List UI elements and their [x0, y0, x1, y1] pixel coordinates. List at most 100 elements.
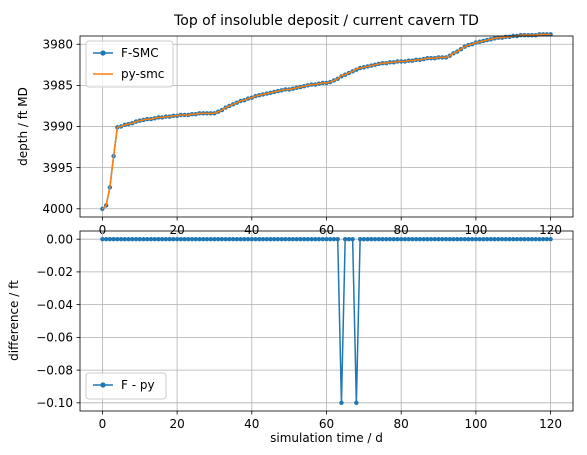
data-point-f-py — [533, 236, 538, 242]
top-xtick-label: 40 — [244, 223, 259, 237]
data-point-f-py — [387, 236, 393, 242]
data-point-f-py — [133, 236, 139, 242]
top-plot: Top of insoluble deposit / current caver… — [16, 13, 574, 237]
top-xtick-label: 0 — [99, 223, 107, 237]
legend-label-py-smc: py-smc — [121, 67, 164, 81]
data-point-f-py — [227, 236, 232, 242]
top-xtick-label: 60 — [319, 223, 334, 237]
top-ytick-label: 3990 — [42, 120, 73, 134]
data-point-f-py — [186, 236, 191, 242]
bottom-xtick-label: 120 — [539, 417, 562, 431]
legend-marker-f-py — [100, 382, 106, 388]
data-point-f-py — [492, 236, 497, 242]
data-point-f-py — [496, 236, 501, 242]
data-point-f-py — [354, 400, 359, 406]
data-point-f-py — [279, 236, 284, 242]
data-point-f-py — [122, 236, 128, 242]
data-point-f-py — [473, 236, 479, 242]
data-point-f-py — [201, 236, 206, 242]
data-point-f-py — [413, 236, 419, 242]
data-point-f-py — [189, 236, 195, 242]
data-point-f-py — [544, 236, 550, 242]
bottom-xtick-label: 100 — [464, 417, 487, 431]
top-xtick-label: 80 — [394, 223, 409, 237]
top-plot-title: Top of insoluble deposit / current caver… — [173, 13, 479, 29]
data-point-f-py — [264, 236, 269, 242]
top-ytick-label: 4000 — [42, 202, 73, 216]
data-point-f-py — [111, 236, 116, 242]
data-point-f-py — [126, 236, 131, 242]
top-plot-series — [100, 32, 553, 211]
data-point-f-py — [499, 236, 505, 242]
data-point-f-py — [286, 236, 292, 242]
top-ytick-label: 3995 — [42, 161, 73, 175]
data-point-f-py — [275, 236, 281, 242]
data-point-f-py — [238, 236, 243, 242]
data-point-f-py — [174, 236, 180, 242]
data-point-f-py — [440, 236, 445, 242]
data-point-f-py — [253, 236, 258, 242]
bottom-xtick-label: 60 — [319, 417, 334, 431]
data-point-f-py — [245, 236, 251, 242]
bottom-ytick-label: −0.06 — [36, 331, 73, 345]
data-point-f-py — [107, 236, 113, 242]
data-point-f-py — [242, 236, 247, 242]
bottom-plot-series — [100, 236, 553, 406]
data-point-f-py — [163, 236, 169, 242]
data-point-f-py — [462, 236, 467, 242]
top-ytick-label: 3980 — [42, 37, 73, 51]
legend-marker-f-smc — [100, 50, 106, 56]
data-point-f-py — [503, 236, 508, 242]
data-point-f-py — [522, 236, 527, 242]
data-point-f-py — [369, 236, 374, 242]
data-point-f-py — [268, 236, 273, 242]
data-point-f-py — [230, 236, 236, 242]
data-point-f-py — [283, 236, 288, 242]
bottom-ytick-label: −0.02 — [36, 265, 73, 279]
data-point-f-py — [391, 236, 396, 242]
data-point-f-py — [182, 236, 187, 242]
data-point-f-py — [514, 236, 520, 242]
data-point-f-py — [518, 236, 523, 242]
data-point-f-py — [313, 236, 318, 242]
data-point-f-py — [399, 236, 404, 242]
data-point-f-py — [455, 236, 460, 242]
bottom-ytick-label: −0.04 — [36, 298, 73, 312]
data-point-f-py — [272, 236, 277, 242]
data-point-f-py — [171, 236, 176, 242]
data-point-f-py — [100, 236, 105, 242]
bottom-xtick-label: 80 — [394, 417, 409, 431]
bottom-plot: difference / ft simulation time / d 0 20 4… — [7, 230, 574, 445]
data-point-f-py — [208, 236, 213, 242]
data-point-f-py — [436, 236, 441, 242]
data-point-f-py — [197, 236, 202, 242]
data-point-f-py — [458, 236, 464, 242]
data-point-f-py — [361, 236, 367, 242]
data-point-f-py — [402, 236, 408, 242]
data-point-f-py — [425, 236, 430, 242]
data-point-f-py — [324, 236, 329, 242]
legend-label-f-smc: F-SMC — [121, 46, 159, 60]
data-point-f-py — [152, 236, 157, 242]
top-plot-frame — [79, 35, 574, 218]
data-point-f-py — [260, 236, 266, 242]
data-point-f-py — [428, 236, 434, 242]
bottom-xtick-label: 0 — [99, 417, 107, 431]
data-point-f-py — [395, 236, 400, 242]
data-point-f-py — [488, 236, 494, 242]
top-plot-legend: F-SMC py-smc — [85, 40, 174, 88]
data-point-f-py — [477, 236, 482, 242]
data-point-f-py — [481, 236, 486, 242]
data-point-f-py — [305, 236, 311, 242]
data-point-f-py — [141, 236, 146, 242]
bottom-ytick-label: −0.10 — [36, 396, 73, 410]
bottom-plot-frame — [79, 230, 574, 412]
bottom-plot-ylabel: difference / ft — [7, 280, 21, 361]
data-point-f-py — [365, 236, 370, 242]
data-point-f-py — [372, 236, 378, 242]
data-point-f-py — [421, 236, 426, 242]
top-plot-ylabel: depth / ft MD — [16, 87, 30, 166]
data-point-f-py — [469, 236, 475, 242]
data-point-f-py — [432, 236, 438, 242]
